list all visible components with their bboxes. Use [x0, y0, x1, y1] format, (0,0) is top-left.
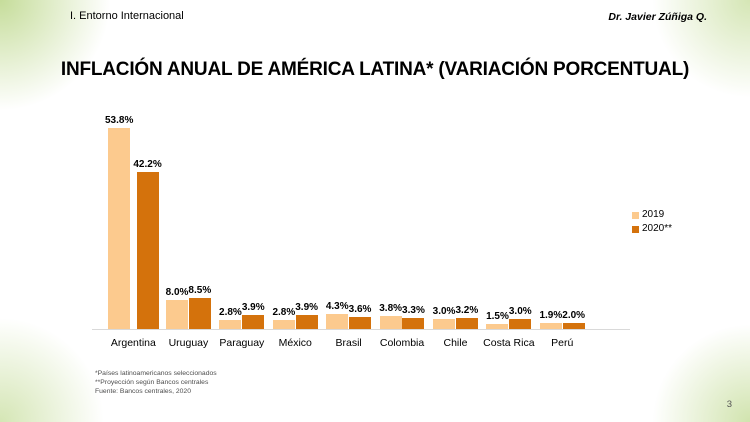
bar-2020-colombia: [402, 317, 425, 330]
value-label: 3.8%: [379, 302, 403, 314]
bar-column: 8.0%: [165, 287, 189, 330]
bar-chart-plot-area: 53.8% 42.2% Argentina 8.0% 8.5% Uruguay 2.8% 3.…: [105, 110, 589, 350]
bar-column: 3.6%: [348, 303, 372, 330]
value-label: 8.5%: [188, 285, 212, 297]
bar-column: 3.9%: [295, 303, 318, 330]
value-label: 2.8%: [219, 306, 242, 318]
bar-2019-perú: [539, 322, 562, 330]
page-title: INFLACIÓN ANUAL DE AMÉRICA LATINA* (VARI…: [60, 58, 690, 80]
bar-column: 3.9%: [242, 303, 265, 330]
bar-column: 2.8%: [272, 306, 296, 330]
bar-2019-uruguay: [166, 300, 189, 330]
bar-2019-chile: [433, 318, 456, 330]
category-group-uruguay: 8.0% 8.5% Uruguay: [162, 110, 215, 349]
value-label: 8.0%: [165, 287, 189, 298]
bar-column: 8.5%: [188, 286, 211, 330]
category-label: Paraguay: [219, 337, 265, 349]
bar-2019-paraguay: [219, 319, 242, 330]
bar-column: 3.8%: [379, 302, 403, 330]
value-label: 4.3%: [325, 300, 349, 312]
value-label: 3.0%: [432, 305, 456, 317]
x-axis-line: [92, 329, 630, 330]
bar-2020-brasil: [349, 316, 372, 330]
value-label: 42.2%: [133, 158, 162, 170]
bar-2020-paraguay: [242, 315, 265, 330]
bar-column: 2.8%: [219, 306, 242, 330]
bar-2019-argentina: [108, 128, 131, 330]
bar-2020-chile: [455, 318, 478, 330]
bar-2020-argentina: [136, 171, 159, 330]
value-label: 3.0%: [508, 305, 532, 317]
value-label: 3.9%: [241, 302, 265, 314]
bar-pair: 2.8% 3.9%: [272, 303, 318, 330]
chart-legend: 2019 2020**: [632, 210, 672, 234]
bar-pair: 3.8% 3.3%: [379, 302, 425, 330]
bar-column: 42.2%: [133, 158, 162, 330]
bar-pair: 1.5% 3.0%: [486, 305, 532, 330]
legend-swatch-2019: [632, 211, 639, 219]
chart-footnotes: *Países latinoamericanos seleccionados *…: [95, 369, 217, 397]
bar-column: 2.0%: [562, 309, 586, 330]
category-group-paraguay: 2.8% 3.9% Paraguay: [215, 110, 268, 349]
bar-column: 4.3%: [325, 300, 349, 330]
bar-2019-colombia: [379, 315, 402, 330]
category-group-chile: 3.0% 3.2% Chile: [429, 110, 482, 350]
bar-pair: 8.0% 8.5%: [165, 286, 211, 330]
legend-label-2019: 2019: [642, 209, 665, 220]
category-group-brasil: 4.3% 3.6% Brasil: [322, 110, 375, 349]
bar-2020-méxico: [295, 315, 318, 330]
bar-2020-uruguay: [188, 298, 211, 330]
value-label: 53.8%: [105, 115, 134, 126]
bar-pair: 4.3% 3.6%: [325, 300, 372, 330]
category-label: Argentina: [110, 337, 156, 349]
bar-pair: 53.8% 42.2%: [105, 116, 162, 330]
value-label: 1.9%: [539, 309, 563, 321]
bar-pair: 3.0% 3.2%: [432, 305, 478, 330]
bar-column: 3.0%: [508, 305, 532, 330]
category-group-perú: 1.9% 2.0% Perú: [536, 110, 589, 349]
legend-item-2020: 2020**: [632, 224, 672, 234]
category-label: Brasil: [335, 337, 362, 349]
bar-2020-perú: [562, 322, 585, 330]
bar-column: 3.3%: [402, 304, 425, 330]
bar-2020-costa-rica: [509, 318, 532, 330]
legend-item-2019: 2019: [632, 210, 672, 220]
category-group-costa-rica: 1.5% 3.0% Costa Rica: [482, 110, 535, 349]
bar-column: 53.8%: [105, 116, 133, 330]
category-label: Uruguay: [168, 337, 209, 349]
footnote-projection: **Proyección según Bancos centrales: [95, 379, 209, 387]
value-label: 3.2%: [455, 305, 479, 316]
value-label: 1.5%: [486, 311, 509, 323]
page-number: 3: [726, 399, 732, 410]
footnote-source: Fuente: Bancos centrales, 2020: [95, 388, 191, 396]
legend-swatch-2020: [632, 225, 639, 233]
bar-2019-costa-rica: [486, 324, 509, 330]
category-label: Costa Rica: [483, 337, 535, 349]
header-author-label: Dr. Javier Zúñiga Q.: [608, 11, 707, 23]
bar-column: 3.0%: [432, 305, 456, 330]
bar-column: 1.5%: [486, 312, 509, 330]
value-label: 3.3%: [402, 304, 425, 316]
value-label: 3.9%: [295, 302, 319, 314]
category-label: Colombia: [379, 337, 425, 349]
legend-label-2020: 2020**: [642, 223, 673, 234]
bar-2019-méxico: [272, 319, 295, 330]
bar-column: 1.9%: [539, 309, 563, 330]
bar-2019-brasil: [326, 313, 349, 330]
category-group-colombia: 3.8% 3.3% Colombia: [375, 110, 428, 349]
bar-pair: 1.9% 2.0%: [539, 309, 586, 330]
header-section-label: I. Entorno Internacional: [70, 10, 184, 22]
value-label: 2.0%: [562, 309, 586, 321]
bar-column: 3.2%: [455, 306, 478, 330]
value-label: 2.8%: [272, 306, 296, 318]
category-label: Chile: [443, 337, 468, 349]
bar-pair: 2.8% 3.9%: [219, 303, 265, 330]
category-label: México: [278, 337, 312, 349]
category-label: Perú: [551, 337, 574, 349]
category-group-argentina: 53.8% 42.2% Argentina: [105, 110, 162, 350]
value-label: 3.6%: [348, 303, 372, 315]
category-group-méxico: 2.8% 3.9% México: [269, 110, 322, 349]
footnote-selected-countries: *Países latinoamericanos seleccionados: [95, 370, 217, 377]
